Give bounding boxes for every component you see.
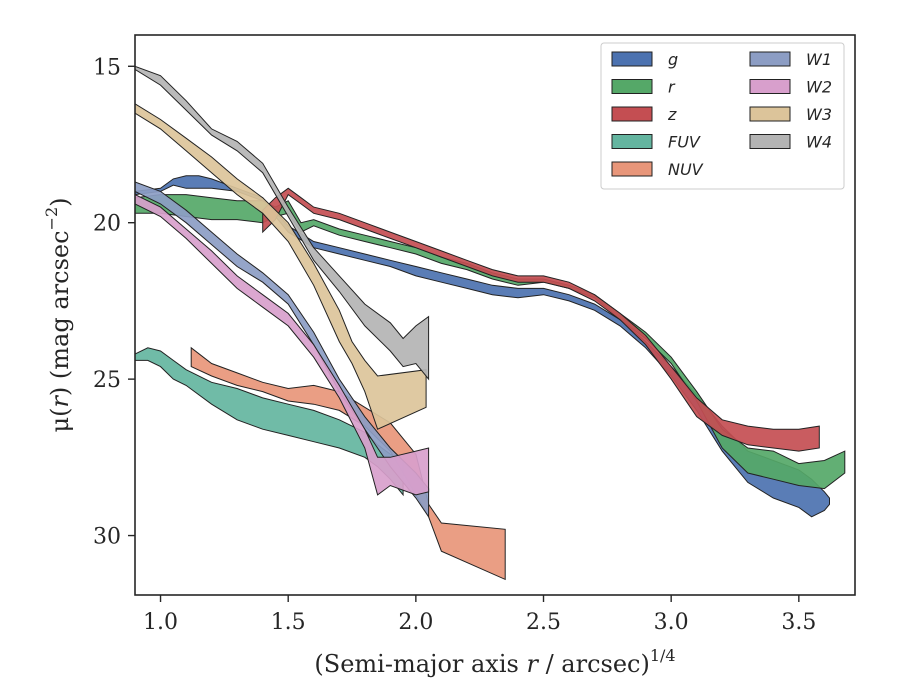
y-axis-label: μ(r) (mag arcsec−2)	[42, 197, 74, 432]
y-tick-label: 15	[93, 55, 121, 80]
legend-label-z: z	[667, 105, 677, 124]
legend-swatch-g	[611, 51, 653, 67]
band-fuv	[135, 347, 404, 497]
legend-label-r: r	[668, 78, 676, 97]
band-w1	[135, 181, 430, 519]
y-tick-label: 25	[93, 368, 121, 393]
y-axis-label-mu: μ(	[46, 408, 74, 433]
legend-label-fuv: FUV	[668, 133, 701, 152]
x-axis-ticks: 1.0 1.5 2.0 2.5 3.0 3.5	[143, 595, 816, 635]
x-tick-label: 3.0	[654, 610, 689, 635]
legend-label-nuv: NUV	[668, 160, 704, 179]
y-tick-label: 30	[93, 525, 121, 550]
x-tick-label: 2.5	[526, 610, 561, 635]
legend-label-w2: W2	[806, 78, 832, 97]
legend-swatch-nuv	[611, 161, 653, 177]
profile-bands	[135, 65, 846, 581]
legend-swatch-w3	[749, 106, 791, 122]
x-axis-label-sup: 1/4	[650, 646, 676, 665]
band-nuv	[190, 346, 506, 581]
legend-swatch-fuv	[611, 134, 653, 149]
legend-label-w1: W1	[806, 50, 832, 69]
x-tick-label: 1.5	[271, 610, 306, 635]
y-axis-label-close: )	[46, 197, 74, 206]
legend: grz FUV NUV W1 W2 W3 W4	[600, 42, 845, 190]
y-tick-label: 20	[93, 212, 121, 237]
legend-swatch-z	[611, 106, 653, 122]
x-axis-label: (Semi-major axis r / arcsec)1/4	[314, 646, 675, 678]
y-axis-ticks: 15 20 25 30	[93, 55, 135, 550]
x-tick-label: 3.5	[781, 610, 816, 635]
band-z	[262, 187, 820, 452]
y-axis-label-tail: ) (mag arcsec	[46, 230, 74, 396]
y-axis-label-var: r	[46, 395, 74, 408]
legend-swatch-w2	[749, 79, 791, 94]
legend-swatch-r	[611, 79, 653, 94]
legend-label-w3: W3	[806, 105, 832, 124]
band-w3	[135, 103, 427, 430]
band-g	[135, 175, 830, 518]
x-axis-label-main: (Semi-major axis	[314, 650, 526, 678]
plot-frame	[134, 34, 856, 596]
x-tick-label: 2.0	[398, 610, 433, 635]
band-r	[135, 194, 846, 490]
band-w4	[135, 65, 430, 381]
x-axis-label-tail: / arcsec)	[538, 650, 650, 678]
legend-label-w4: W4	[806, 133, 832, 152]
legend-label-g: g	[668, 50, 678, 69]
band-w2	[135, 194, 430, 496]
legend-swatch-w1	[749, 51, 791, 67]
x-tick-label: 1.0	[143, 610, 178, 635]
y-axis-label-sup: −2	[42, 207, 61, 231]
x-axis-label-var: r	[526, 650, 539, 678]
legend-swatch-w4	[749, 134, 791, 149]
